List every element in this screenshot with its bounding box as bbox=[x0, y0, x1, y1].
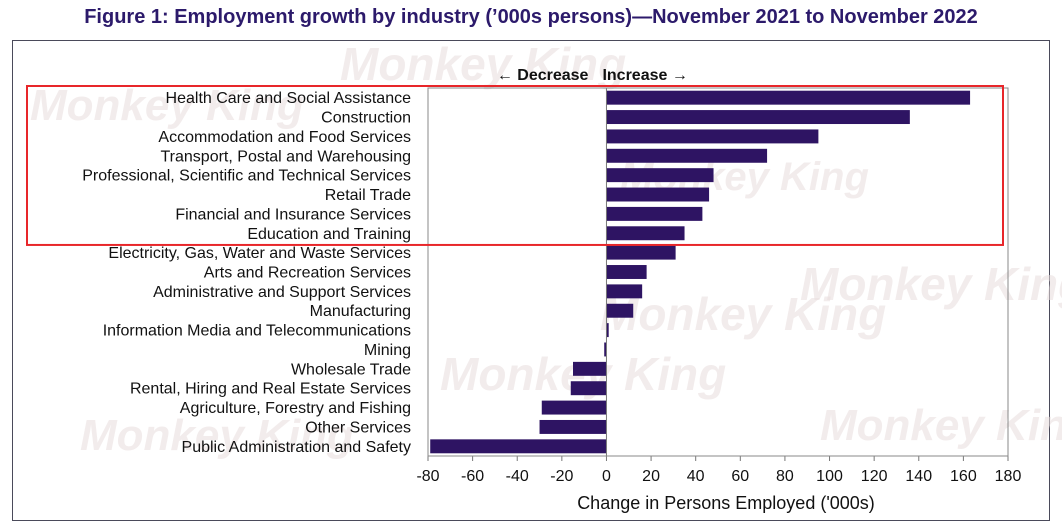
bar bbox=[606, 265, 647, 279]
category-label: Health Care and Social Assistance bbox=[166, 90, 412, 107]
bar bbox=[430, 439, 607, 454]
category-label: Wholesale Trade bbox=[291, 361, 411, 378]
chart-frame bbox=[12, 40, 1050, 521]
increase-label: Increase → bbox=[602, 67, 687, 84]
watermark-text: Monkey King bbox=[600, 288, 886, 340]
x-tick-label: -20 bbox=[550, 468, 573, 485]
bar bbox=[606, 226, 685, 241]
chart-title: Figure 1: Employment growth by industry … bbox=[84, 6, 978, 28]
highlight-box bbox=[26, 85, 1004, 246]
x-tick-label: 0 bbox=[602, 468, 611, 485]
x-tick-label: 100 bbox=[816, 468, 843, 485]
bar bbox=[606, 303, 634, 318]
watermark-text: Monkey King bbox=[800, 258, 1062, 310]
category-label: Electricity, Gas, Water and Waste Servic… bbox=[108, 245, 411, 262]
x-axis-title: Change in Persons Employed ('000s) bbox=[577, 493, 875, 513]
x-tick-label: 160 bbox=[950, 468, 977, 485]
tick-labels-group: -80 -60 -40 -20 0 20 40 60 80 100 120 140 160 180 bbox=[416, 456, 1021, 485]
bar bbox=[570, 381, 607, 396]
x-tick-label: -60 bbox=[461, 468, 484, 485]
category-label: Other Services bbox=[305, 419, 411, 436]
bar bbox=[606, 168, 714, 183]
category-label: Professional, Scientific and Technical S… bbox=[82, 168, 411, 185]
bar bbox=[606, 129, 819, 144]
bar bbox=[573, 361, 607, 376]
bar bbox=[606, 245, 676, 260]
category-label: Construction bbox=[321, 110, 411, 127]
x-tick-label: -80 bbox=[416, 468, 439, 485]
category-label: Retail Trade bbox=[325, 187, 411, 204]
x-tick-label: 120 bbox=[861, 468, 888, 485]
x-tick-label: 60 bbox=[731, 468, 749, 485]
category-label: Administrative and Support Services bbox=[153, 284, 411, 301]
bar bbox=[604, 342, 607, 357]
bar bbox=[606, 206, 703, 221]
category-label: Agriculture, Forestry and Fishing bbox=[180, 400, 411, 417]
category-label: Arts and Recreation Services bbox=[204, 265, 411, 282]
watermark-text: Monkey King bbox=[30, 81, 304, 130]
x-tick-label: 140 bbox=[905, 468, 932, 485]
bar bbox=[606, 110, 910, 125]
bars-group bbox=[430, 90, 971, 454]
decrease-label: ← Decrease bbox=[497, 67, 589, 84]
x-tick-label: 80 bbox=[776, 468, 794, 485]
bar bbox=[539, 419, 607, 434]
x-tick-label: 40 bbox=[687, 468, 705, 485]
category-label: Financial and Insurance Services bbox=[175, 206, 411, 223]
category-label: Manufacturing bbox=[310, 303, 411, 320]
watermark-text: Monkey King bbox=[820, 401, 1062, 450]
category-label: Rental, Hiring and Real Estate Services bbox=[130, 381, 411, 398]
watermark-text: Monkey King bbox=[340, 38, 626, 90]
category-labels-group: Health Care and Social Assistance Constru… bbox=[82, 90, 411, 456]
bar bbox=[606, 148, 768, 163]
x-tick-label: 20 bbox=[642, 468, 660, 485]
x-tick-label: 180 bbox=[995, 468, 1022, 485]
bar bbox=[606, 284, 643, 299]
bar bbox=[606, 187, 710, 202]
plot-area-border bbox=[427, 87, 1009, 457]
category-label: Transport, Postal and Warehousing bbox=[161, 148, 412, 165]
category-label: Information Media and Telecommunications bbox=[103, 323, 411, 340]
category-label: Mining bbox=[364, 342, 411, 359]
watermark-text: Monkey King bbox=[80, 411, 354, 460]
category-label: Public Administration and Safety bbox=[182, 439, 411, 456]
bar bbox=[541, 400, 607, 415]
x-tick-label: -40 bbox=[506, 468, 529, 485]
bar bbox=[606, 323, 609, 338]
category-label: Accommodation and Food Services bbox=[158, 129, 411, 146]
bar bbox=[606, 90, 971, 105]
category-label: Education and Training bbox=[247, 226, 411, 243]
